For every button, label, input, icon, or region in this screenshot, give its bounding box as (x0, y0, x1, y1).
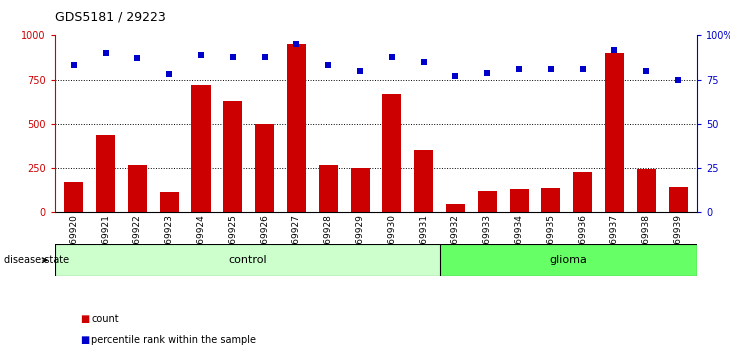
Bar (255, 124, 274, 212)
Bar (446, 204, 465, 212)
Bar (440, 244, 697, 276)
Point (577, 66, 588, 72)
Text: ■: ■ (80, 314, 90, 324)
Bar (573, 172, 592, 212)
Bar (510, 188, 529, 212)
Point (418, 59, 429, 65)
Point (164, 72, 175, 77)
Point (131, 56, 143, 61)
Bar (637, 169, 656, 212)
Bar (542, 188, 561, 212)
Bar (191, 85, 210, 212)
Point (68, 63, 80, 68)
Text: GDS5181 / 29223: GDS5181 / 29223 (55, 11, 166, 24)
Text: control: control (228, 255, 266, 265)
Text: count: count (91, 314, 119, 324)
Point (259, 54, 271, 59)
Point (354, 68, 366, 74)
Bar (350, 168, 369, 212)
Point (609, 47, 620, 52)
Point (100, 50, 112, 56)
Bar (287, 44, 306, 212)
Point (640, 68, 652, 74)
Text: ■: ■ (80, 335, 90, 345)
Point (450, 73, 461, 79)
Text: percentile rank within the sample: percentile rank within the sample (91, 335, 256, 345)
Point (386, 54, 398, 59)
Bar (223, 101, 242, 212)
Bar (64, 182, 83, 212)
Point (227, 54, 239, 59)
Bar (669, 187, 688, 212)
Bar (383, 94, 402, 212)
Point (291, 41, 302, 47)
Point (195, 52, 207, 58)
Bar (55, 244, 440, 276)
Text: glioma: glioma (550, 255, 588, 265)
Text: disease state: disease state (4, 255, 69, 265)
Point (545, 66, 557, 72)
Bar (96, 135, 115, 212)
Bar (414, 149, 433, 212)
Bar (160, 192, 179, 212)
Point (323, 63, 334, 68)
Bar (128, 166, 147, 212)
Point (672, 77, 684, 82)
Point (513, 66, 525, 72)
Bar (477, 191, 497, 212)
Bar (319, 165, 338, 212)
Point (481, 70, 493, 75)
Bar (605, 53, 624, 212)
